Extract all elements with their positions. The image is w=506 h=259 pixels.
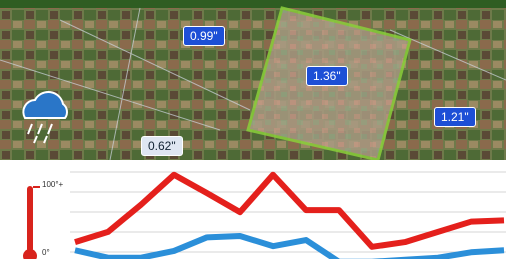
top-bar xyxy=(0,0,506,8)
scene: 100°+ 0° xyxy=(0,0,506,259)
rain-label[interactable]: 0.99" xyxy=(183,26,225,46)
scale-label: 100°+ xyxy=(42,180,64,189)
scale-label: 0° xyxy=(42,248,50,257)
rain-label[interactable]: 1.36" xyxy=(306,66,348,86)
rain-label[interactable]: 0.62" xyxy=(141,136,183,156)
page: 100°+ 0° 0.99" 1.36" 1.21" 0.62" xyxy=(0,0,506,259)
rain-label[interactable]: 1.21" xyxy=(434,107,476,127)
